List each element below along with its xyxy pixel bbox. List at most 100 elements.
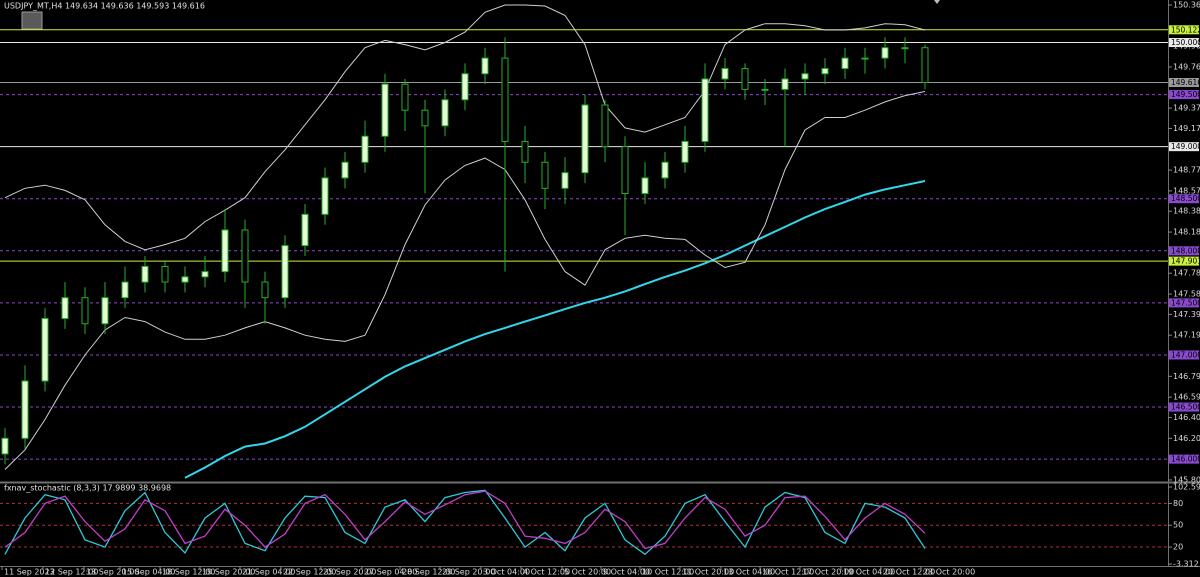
price-level-tag	[1169, 298, 1199, 308]
price-level-label: 150.000	[1171, 38, 1200, 47]
x-tick-label: 4 Oct 12:00	[523, 568, 570, 577]
indicator-line	[184, 180, 926, 479]
candle-body	[761, 88, 769, 91]
y-tick-label: 150.360	[1173, 0, 1200, 9]
candle-body	[41, 318, 49, 382]
y-tick-label: 149.765	[1173, 62, 1200, 71]
scroll-marker	[934, 0, 940, 4]
candle-body	[281, 245, 289, 299]
candle-body	[681, 140, 689, 163]
y-tick-label: 146.400	[1173, 413, 1200, 422]
candle-body	[401, 83, 409, 111]
y-tick-label: 80	[1173, 499, 1183, 508]
candle-body	[461, 73, 469, 101]
y-tick-label: 50	[1173, 521, 1183, 530]
candle-body	[621, 146, 629, 195]
x-tick-label: 19 Oct 04:00	[843, 568, 895, 577]
price-level-label: 148.000	[1171, 246, 1200, 255]
y-tick-label: 148.180	[1173, 228, 1200, 237]
price-level-tag	[1169, 142, 1199, 152]
y-tick-label: 149.370	[1173, 104, 1200, 113]
candle-body	[561, 172, 569, 189]
y-tick-label: 149.175	[1173, 124, 1200, 133]
price-level-label: 149.616	[1171, 78, 1200, 87]
indicator-line	[4, 91, 926, 470]
candle-body	[701, 78, 709, 142]
x-tick-label: 17 Oct 20:00	[802, 568, 854, 577]
price-level-tag	[1169, 25, 1199, 35]
price-level-tag	[1169, 256, 1199, 266]
candle-body	[641, 177, 649, 195]
x-tick-label: 25 Sep 20:00	[323, 568, 376, 577]
candle-body	[241, 229, 249, 283]
price-level-label: 146.000	[1171, 455, 1200, 464]
indicator-title: fxnav_stochastic (8,3,3) 17.9899 38.9698	[4, 484, 171, 493]
price-level-tag	[1169, 246, 1199, 256]
x-tick-label: 5 Oct 20:00	[564, 568, 611, 577]
y-tick-label: 147.190	[1173, 331, 1200, 340]
candle-body	[421, 109, 429, 127]
candle-body	[881, 47, 889, 59]
candle-body	[861, 57, 869, 60]
x-tick-label: 9 Oct 04:00	[603, 568, 650, 577]
candle-body	[141, 265, 149, 283]
chart-title: USDJPY_MT,H4 149.634 149.636 149.593 149…	[4, 2, 205, 11]
y-tick-label: 147.585	[1173, 290, 1200, 299]
x-tick-label: 22 Sep 12:00	[283, 568, 336, 577]
x-tick-label: 11 Sep 2023	[4, 568, 55, 577]
x-tick-label: 16 Oct 12:00	[762, 568, 814, 577]
candle-body	[821, 68, 829, 75]
y-tick-label: 146.595	[1173, 393, 1200, 402]
candle-body	[841, 57, 849, 70]
oscillator-line	[4, 490, 926, 550]
price-level-label: 149.500	[1171, 90, 1200, 99]
x-tick-label: 10 Oct 12:00	[642, 568, 694, 577]
candle-body	[1, 437, 9, 455]
x-tick-label: 19 Sep 20:00	[202, 568, 255, 577]
candle-body	[801, 73, 809, 80]
x-tick-label: 12 Sep 12:00	[45, 568, 98, 577]
candle-body	[361, 135, 369, 163]
y-tick-label: 145.800	[1173, 475, 1200, 484]
y-tick-label: 148.380	[1173, 207, 1200, 216]
candle-body	[541, 161, 549, 189]
candle-body	[521, 140, 529, 163]
x-tick-label: 29 Sep 20:00	[442, 568, 495, 577]
candle-body	[81, 297, 89, 325]
candle-body	[381, 83, 389, 137]
candle-body	[481, 57, 489, 75]
x-tick-label: 3 Oct 04:00	[483, 568, 530, 577]
x-tick-label: 23 Oct 20:00	[923, 568, 975, 577]
x-tick-label: 11 Oct 20:00	[682, 568, 734, 577]
candle-body	[121, 281, 129, 299]
price-level-tag	[1169, 454, 1199, 464]
candle-body	[321, 177, 329, 215]
y-tick-label: 147.785	[1173, 269, 1200, 278]
x-tick-label: 15 Sep 04:00	[122, 568, 175, 577]
x-tick-label: 13 Sep 20:00	[86, 568, 139, 577]
toolbar-button[interactable]	[21, 11, 43, 30]
price-level-label: 148.500	[1171, 194, 1200, 203]
candle-body	[921, 47, 929, 83]
y-tick-label: 146.795	[1173, 372, 1200, 381]
candle-body	[101, 297, 109, 325]
price-level-label: 146.500	[1171, 403, 1200, 412]
x-tick-label: 13 Oct 04:00	[723, 568, 775, 577]
candle-body	[261, 281, 269, 299]
price-level-tag	[1169, 402, 1199, 412]
candle-body	[181, 276, 189, 283]
x-tick-label: 28 Sep 12:00	[402, 568, 455, 577]
price-level-tag	[1169, 37, 1199, 47]
candle-body	[161, 265, 169, 283]
price-level-tag	[1169, 194, 1199, 204]
indicator-line	[4, 4, 926, 251]
x-tick-label: 20 Oct 12:00	[883, 568, 935, 577]
candle-body	[581, 104, 589, 174]
candle-body	[301, 213, 309, 247]
candle-body	[781, 78, 789, 90]
oscillator-line	[4, 489, 926, 556]
price-level-label: 147.901	[1171, 257, 1200, 266]
